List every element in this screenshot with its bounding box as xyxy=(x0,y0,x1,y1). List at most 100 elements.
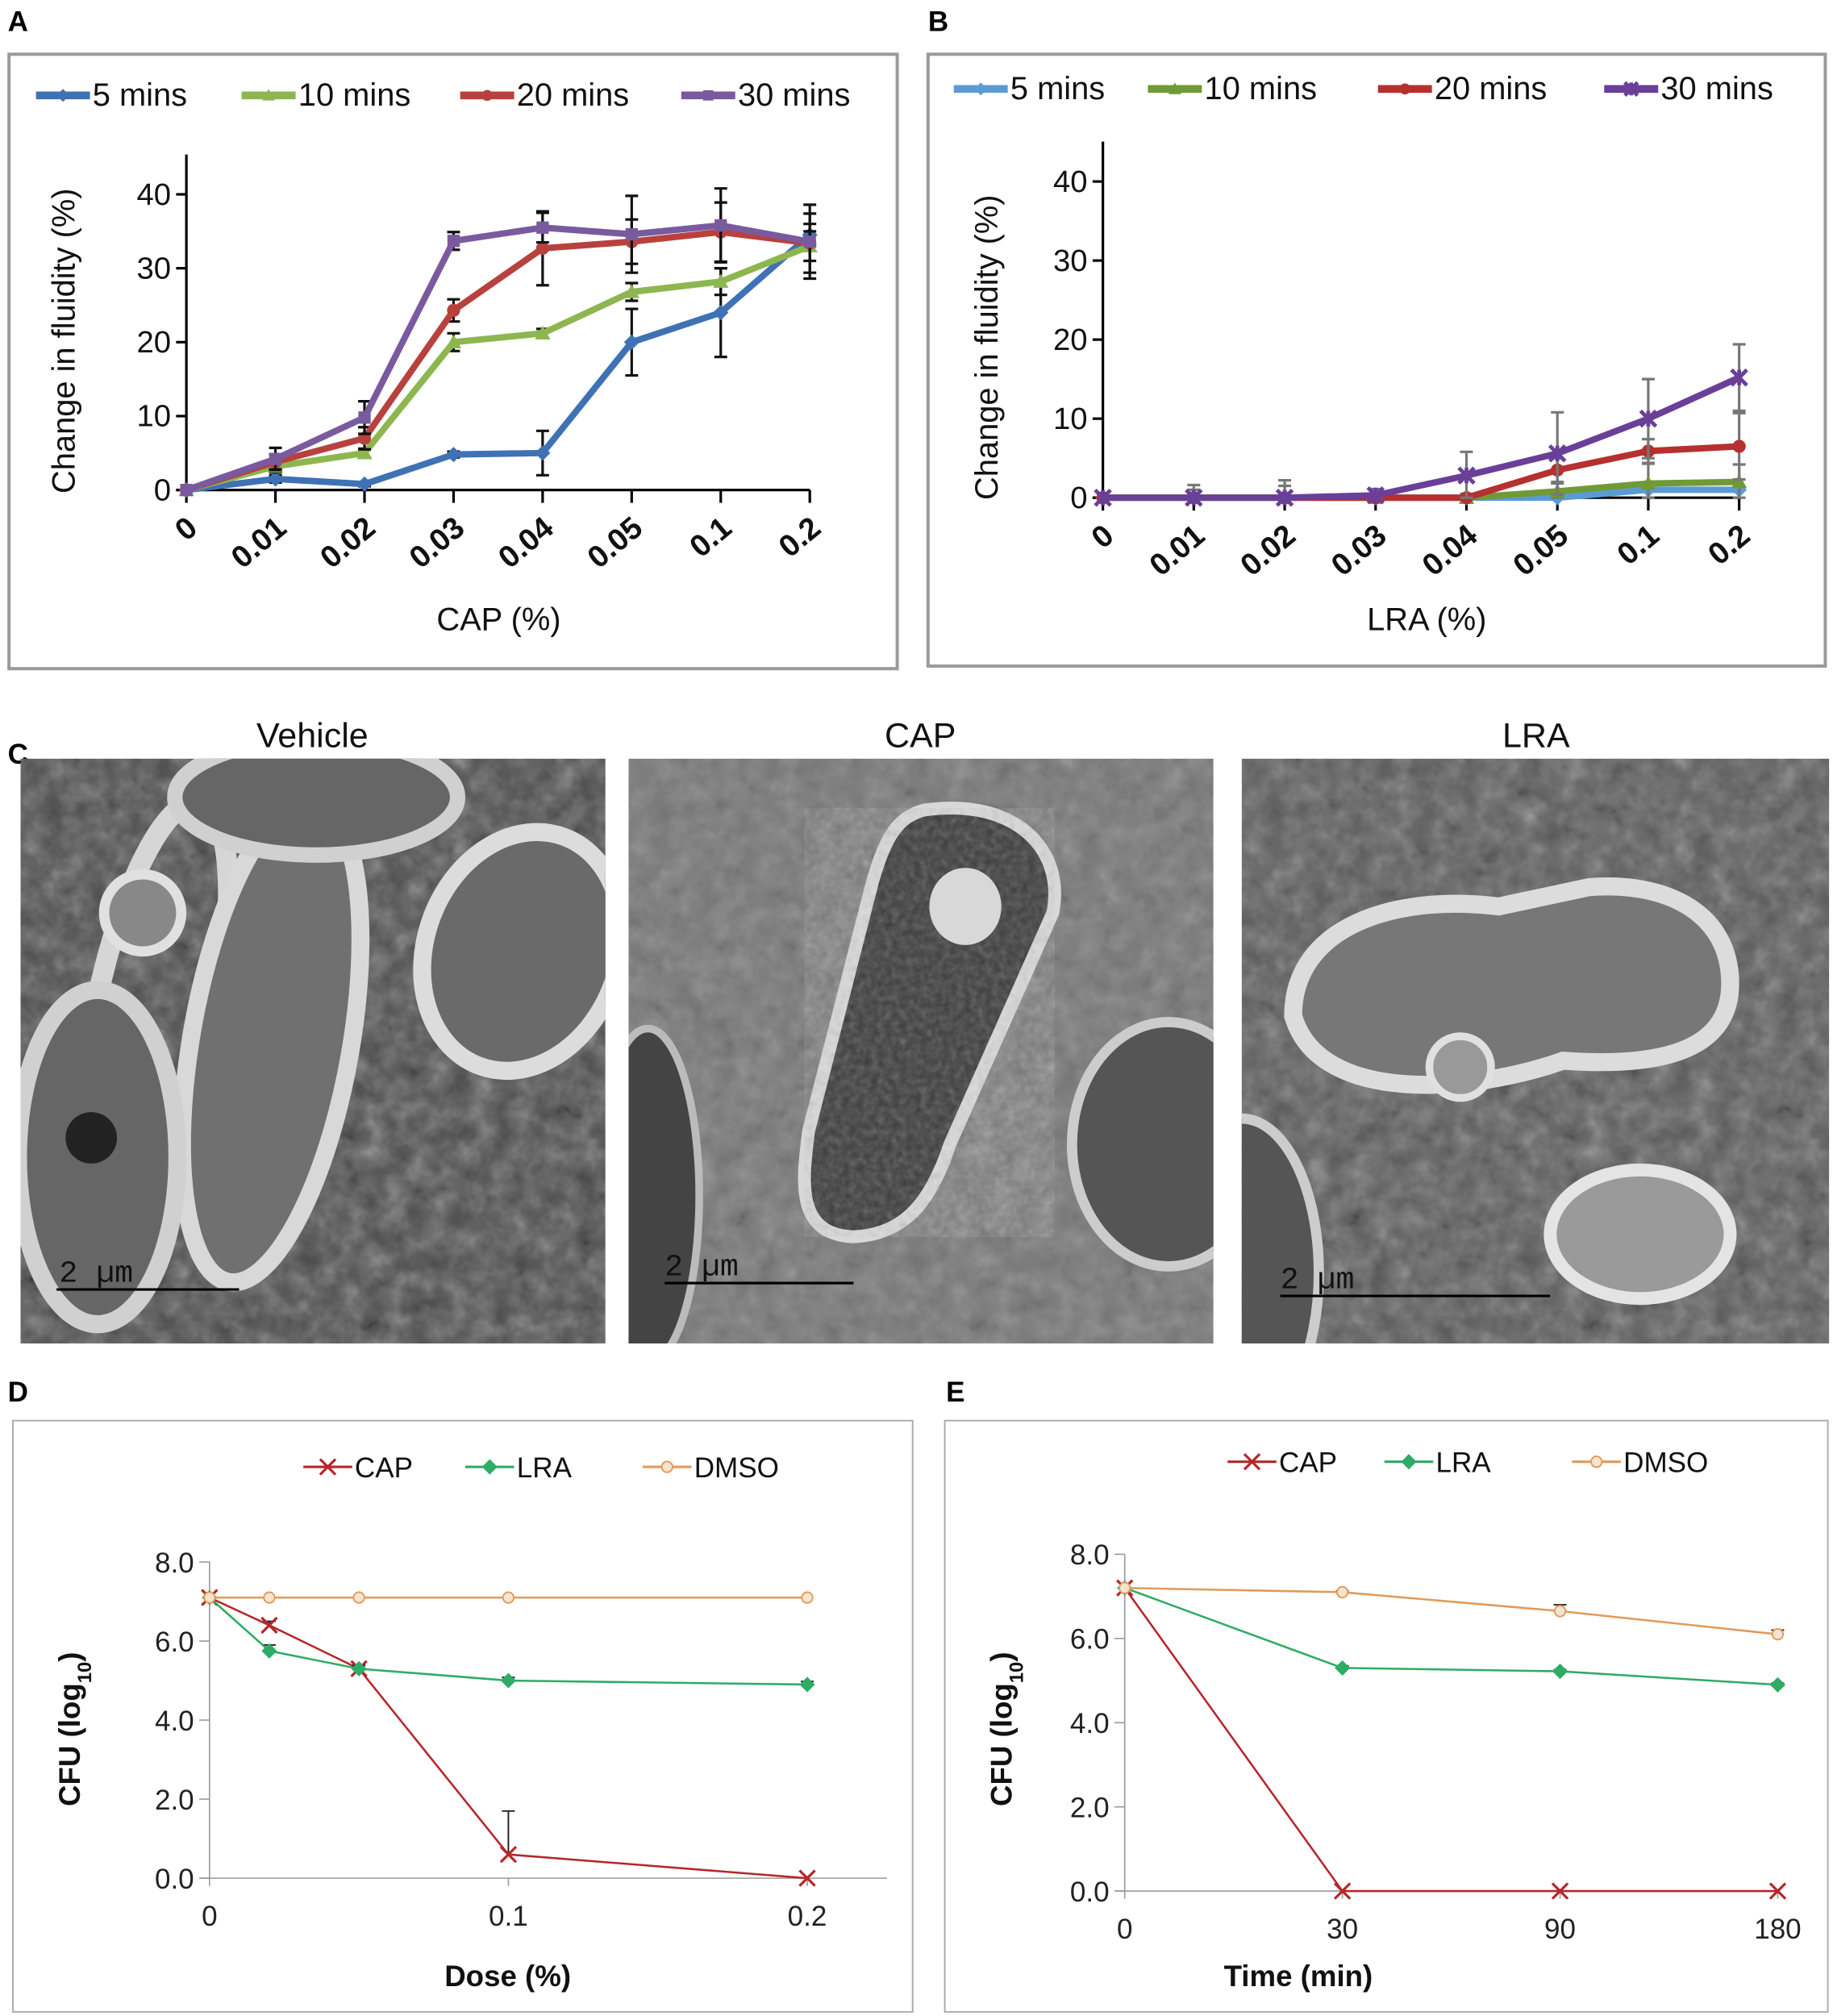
series-line xyxy=(1123,1587,1778,1893)
triangle-marker xyxy=(445,334,462,348)
legend-label: LRA xyxy=(1435,1447,1491,1478)
star-marker xyxy=(1185,488,1203,507)
y-axis-title-end: ) xyxy=(985,1652,1018,1661)
panel-label-e: E xyxy=(946,1377,964,1408)
chart-a: 0 10 20 30 40 0 0.01 0.02 0.03 0.04 0.05 0.1 0.2 CAP … xyxy=(35,77,850,637)
scale-bar-label: 2 µm xyxy=(59,1257,133,1292)
square-marker xyxy=(358,411,371,424)
open-circle-marker xyxy=(1553,1605,1567,1618)
square-marker xyxy=(536,221,549,234)
x-tick-label: 0.1 xyxy=(489,1901,528,1932)
x-tick-label: 0.04 xyxy=(1416,518,1485,583)
x-axis-title: CAP (%) xyxy=(436,602,560,637)
micrographs: Vehicle CAP LRA 2 µm xyxy=(20,716,1830,1344)
square-marker xyxy=(702,90,714,101)
star-marker xyxy=(1548,444,1567,463)
y-tick-label: 20 xyxy=(1053,323,1088,357)
x-tick-label: 0.05 xyxy=(581,510,649,576)
x-axis-title: Time (min) xyxy=(1224,1960,1373,1993)
square-marker xyxy=(180,483,193,497)
x-tick-label: 0.2 xyxy=(1702,518,1756,572)
cell xyxy=(628,1024,703,1344)
square-marker xyxy=(625,227,638,241)
legend-label: CAP xyxy=(355,1452,413,1484)
y-tick-label: 4.0 xyxy=(1070,1708,1110,1739)
series-line xyxy=(185,243,811,494)
y-tick-label: 30 xyxy=(1053,244,1088,278)
series-30-mins xyxy=(180,187,817,497)
cell xyxy=(413,823,606,1081)
legend-label: 20 mins xyxy=(517,77,629,113)
open-circle-marker xyxy=(263,1591,276,1604)
y-tick-label: 30 xyxy=(136,251,171,285)
legend-label: 20 mins xyxy=(1435,71,1547,106)
legend-label: 10 mins xyxy=(298,77,410,113)
series-lra xyxy=(1117,1580,1786,1693)
panel-label-d: D xyxy=(8,1377,28,1408)
chart-b: 0 10 20 30 40 0 0.01 0.02 0.03 0.04 0.05 0.1 0.2 LRA … xyxy=(953,71,1773,637)
diamond-marker xyxy=(623,334,639,350)
y-tick-label: 0 xyxy=(154,473,171,507)
legend-item: DMSO xyxy=(642,1452,779,1484)
cell xyxy=(167,758,465,863)
diamond-marker xyxy=(351,1660,367,1677)
error-bar xyxy=(502,1810,515,1855)
square-marker xyxy=(714,219,727,232)
triangle-marker xyxy=(356,445,373,460)
x-marker xyxy=(1243,1452,1261,1471)
scale-bar-label: 2 µm xyxy=(1281,1263,1355,1297)
error-bar xyxy=(803,203,817,281)
x-axis-title: LRA (%) xyxy=(1367,602,1486,637)
panel-a-frame xyxy=(7,52,899,671)
error-bar xyxy=(535,429,549,477)
chart-d: 0.0 2.0 4.0 6.0 8.0 0 0.1 0.2 Dose (%) CFU (log10… xyxy=(53,1452,887,1993)
legend-item: CAP xyxy=(1227,1447,1337,1478)
x-tick-label: 0.1 xyxy=(683,510,738,564)
panel-label-b: B xyxy=(928,6,948,38)
series-line xyxy=(1124,1587,1778,1686)
x-tick-label: 0.02 xyxy=(314,510,382,576)
x-tick-label: 0.02 xyxy=(1234,518,1302,583)
star-marker xyxy=(1639,409,1658,428)
open-circle-marker xyxy=(801,1591,814,1604)
y-tick-label: 8.0 xyxy=(155,1547,194,1579)
y-tick-label: 4.0 xyxy=(155,1706,194,1737)
diamond-marker xyxy=(974,82,988,96)
x-tick-label: 0.01 xyxy=(1143,518,1211,583)
cell xyxy=(1241,1113,1324,1344)
x-tick-label: 0.05 xyxy=(1506,518,1575,583)
square-marker xyxy=(269,452,282,465)
y-axis-title: Change in fluidity (%) xyxy=(969,194,1005,500)
x-marker xyxy=(798,1869,816,1887)
star-marker xyxy=(1730,368,1748,387)
triangle-marker xyxy=(713,273,729,288)
error-bar xyxy=(1732,343,1746,412)
x-tick-label: 0 xyxy=(1117,1914,1133,1945)
legend-item: 10 mins xyxy=(241,77,410,113)
legend-label: 30 mins xyxy=(1660,71,1773,106)
legend-label: LRA xyxy=(517,1452,573,1484)
open-circle-marker xyxy=(502,1591,515,1604)
y-tick-label: 0 xyxy=(1070,481,1087,515)
micrograph-title-lra: LRA xyxy=(1502,716,1570,755)
micrograph-vehicle: 2 µm xyxy=(20,758,606,1344)
series-cap xyxy=(1116,1579,1787,1900)
x-tick-label: 0.01 xyxy=(225,510,294,576)
series-line xyxy=(208,1597,808,1686)
series-dmso xyxy=(1119,1581,1785,1641)
triangle-marker xyxy=(535,325,551,339)
panel-d-frame xyxy=(11,1419,914,2013)
triangle-marker xyxy=(1168,82,1181,94)
triangle-marker xyxy=(623,284,639,298)
legend-item: 30 mins xyxy=(1604,71,1773,106)
y-axis-title-main: CFU (log xyxy=(985,1683,1018,1806)
square-marker xyxy=(803,235,816,248)
diamond-marker xyxy=(500,1672,516,1689)
star-marker xyxy=(1623,81,1639,97)
legend-label: 10 mins xyxy=(1205,71,1317,106)
legend-label: DMSO xyxy=(694,1452,779,1484)
diamond-marker xyxy=(268,471,284,487)
legend-label: 5 mins xyxy=(93,77,187,113)
micrograph-title-vehicle: Vehicle xyxy=(256,716,369,755)
